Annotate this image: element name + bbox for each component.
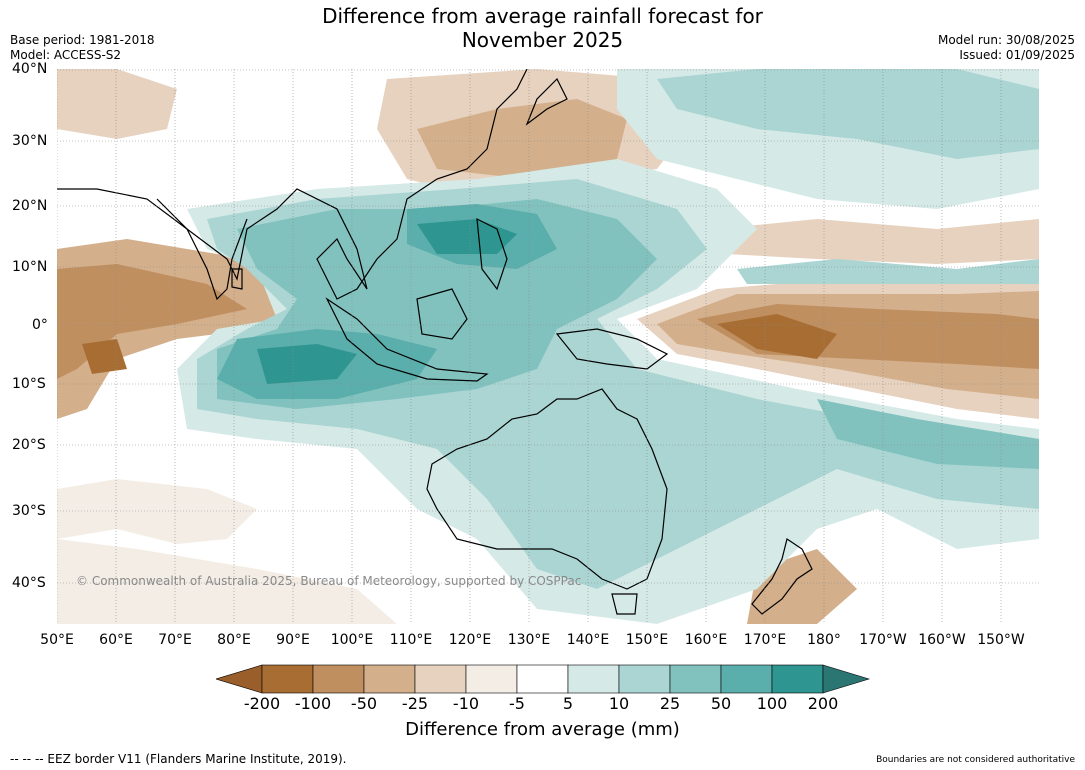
lon-label-130e: 130°E	[507, 632, 551, 648]
colorbar-segment	[771, 664, 824, 694]
colorbar-tick-label: -10	[452, 694, 480, 713]
colorbar-segment	[618, 664, 671, 694]
lon-label-60e: 60°E	[99, 632, 133, 648]
colorbar-tick-label: 200	[807, 694, 839, 713]
colorbar-segment	[516, 664, 569, 694]
japan-coastline	[525, 77, 568, 126]
title-line-1: Difference from average rainfall forecas…	[322, 4, 763, 28]
model-run: Model run: 30/08/2025	[937, 33, 1075, 47]
lon-label-170e: 170°E	[743, 632, 787, 648]
colorbar-over-arrow	[822, 664, 871, 694]
lon-label-170w: 170°W	[859, 632, 907, 648]
india-coastline	[156, 198, 248, 301]
lon-label-180: 180°	[807, 632, 841, 648]
colorbar-segment	[363, 664, 416, 694]
new-guinea-coastline	[555, 328, 669, 370]
lon-label-150e: 150°E	[625, 632, 669, 648]
lon-label-140e: 140°E	[566, 632, 610, 648]
philippines-coastline	[476, 217, 508, 291]
lon-label-90e: 90°E	[276, 632, 310, 648]
colorbar-tick-label: 5	[562, 694, 574, 713]
lon-label-160e: 160°E	[684, 632, 728, 648]
colorbar-label: Difference from average (mm)	[405, 719, 680, 740]
colorbar-tick-label: -200	[243, 694, 281, 713]
asia-coastline	[57, 69, 528, 300]
colorbar-segment	[465, 664, 518, 694]
colorbar-tick-label: -50	[350, 694, 378, 713]
colorbar-tick-label: 50	[710, 694, 732, 713]
colorbar-segment	[414, 664, 467, 694]
model-name: Model: ACCESS-S2	[10, 48, 122, 62]
colorbar-segment	[261, 664, 314, 694]
lon-label-120e: 120°E	[448, 632, 492, 648]
lon-label-160w: 160°W	[918, 632, 966, 648]
colorbar-segment	[312, 664, 365, 694]
lon-label-70e: 70°E	[158, 632, 192, 648]
lon-label-80e: 80°E	[217, 632, 251, 648]
map-title: Difference from average rainfall forecas…	[0, 4, 1085, 52]
lat-label-20n: 20°N	[12, 198, 48, 214]
colorbar	[216, 664, 871, 694]
colorbar-tick-label: 100	[756, 694, 788, 713]
colorbar-segment	[567, 664, 620, 694]
lat-label-30n: 30°N	[12, 133, 48, 149]
colorbar-tick-label: -100	[294, 694, 332, 713]
lat-label-0: 0°	[32, 317, 48, 333]
meta-left: Base period: 1981-2018 Model: ACCESS-S2	[10, 33, 155, 63]
colorbar-tick-label: -25	[401, 694, 429, 713]
lat-label-10n: 10°N	[12, 259, 48, 275]
lat-label-40s: 40°S	[12, 575, 46, 591]
sri-lanka-coastline	[231, 268, 243, 290]
borneo-coastline	[416, 288, 468, 340]
lat-label-30s: 30°S	[12, 503, 46, 519]
new-zealand-coastline	[751, 538, 813, 615]
colorbar-tick-label: 10	[608, 694, 630, 713]
sumatra-java-coastline	[325, 297, 489, 382]
colorbar-tick-label: -5	[509, 694, 525, 713]
graticule	[57, 69, 1039, 624]
lon-label-50e: 50°E	[40, 632, 74, 648]
lon-label-150w: 150°W	[977, 632, 1025, 648]
lon-label-110e: 110°E	[389, 632, 433, 648]
issued-date: Issued: 01/09/2025	[959, 48, 1075, 62]
rainfall-anomaly-map	[57, 69, 1039, 624]
land-masses	[57, 69, 813, 615]
title-line-2: November 2025	[461, 28, 624, 52]
lon-label-100e: 100°E	[330, 632, 374, 648]
boundary-disclaimer: Boundaries are not considered authoritat…	[876, 755, 1075, 765]
lat-label-40n: 40°N	[12, 61, 48, 77]
lat-label-10s: 10°S	[12, 376, 46, 392]
colorbar-under-arrow	[216, 664, 263, 694]
colorbar-segment	[669, 664, 722, 694]
colorbar-tick-label: 25	[659, 694, 681, 713]
base-period: Base period: 1981-2018	[10, 33, 155, 47]
australia-coastline	[426, 388, 668, 590]
colorbar-segment	[720, 664, 773, 694]
copyright-notice: © Commonwealth of Australia 2025, Bureau…	[76, 574, 582, 588]
tasmania-coastline	[611, 593, 638, 615]
meta-right: Model run: 30/08/2025 Issued: 01/09/2025	[938, 33, 1075, 63]
lat-label-20s: 20°S	[12, 437, 46, 453]
eez-border-note: -- -- -- EEZ border V11 (Flanders Marine…	[10, 752, 347, 766]
